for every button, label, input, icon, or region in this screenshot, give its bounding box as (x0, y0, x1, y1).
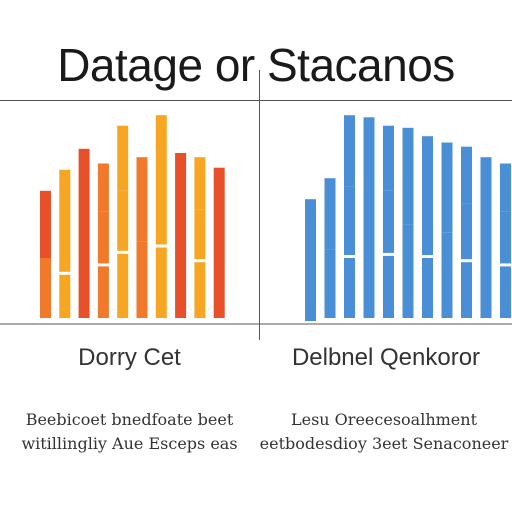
chart-1-bar-5-segment-1 (402, 127, 414, 225)
chart-1-bar-9 (480, 157, 492, 318)
chart-0-bar-9 (213, 167, 225, 318)
chart-0-bar-6-segment-1 (155, 184, 167, 245)
horizontal-divider (0, 100, 512, 101)
chart-1-bar-1 (324, 178, 336, 318)
chart-0-bar-2-segment-1 (78, 148, 90, 237)
chart-left-caption-line-1: Beebicoet bnedfoate beet (25, 410, 234, 429)
chart-1-bar-7-segment-1 (441, 142, 453, 233)
chart-0-bar-8 (194, 157, 206, 318)
chart-0-bar-3 (97, 163, 109, 318)
chart-0-bar-3-segment-0 (97, 266, 109, 318)
chart-0-bar-1-segment-0 (59, 274, 71, 318)
chart-1-bar-2-segment-1 (344, 186, 355, 255)
chart-1-bar-9-segment-0 (480, 237, 492, 318)
chart-left-panel (0, 100, 259, 328)
chart-left-caption-line-2: witillingliy Aue Esceps eas (21, 434, 238, 453)
chart-0-bar-0-segment-0 (40, 258, 51, 318)
chart-1-bar-6-segment-2 (422, 136, 433, 195)
chart-right (260, 115, 512, 325)
chart-1-bar-8-segment-2 (461, 146, 472, 204)
vertical-divider (259, 70, 260, 340)
chart-right-caption-line-1: Lesu Oreecesoalhment (290, 410, 477, 429)
chart-1-bar-1-segment-0 (324, 249, 336, 318)
chart-1-bar-10 (500, 163, 511, 318)
chart-1-bar-8 (461, 146, 472, 318)
chart-1-bar-0-segment-0 (305, 199, 316, 321)
chart-1-bar-10-segment-2 (500, 163, 511, 212)
chart-0-bar-0-segment-1 (40, 190, 51, 258)
chart-0-bar-8-segment-2 (194, 157, 206, 210)
chart-1-bar-3-segment-0 (363, 226, 375, 318)
chart-left (0, 115, 259, 325)
chart-left-title: Dorry Cet (78, 344, 181, 371)
chart-0-bar-3-segment-1 (97, 211, 109, 264)
chart-1-bar-4 (383, 125, 394, 318)
chart-1-bar-2-segment-2 (344, 115, 355, 187)
chart-1-bar-2-segment-0 (344, 258, 355, 318)
chart-0-bar-6 (155, 115, 167, 318)
chart-1-bar-8-segment-0 (461, 262, 472, 318)
chart-0-bar-4-segment-2 (117, 125, 129, 191)
chart-0-bar-0 (40, 190, 51, 318)
chart-1-bar-8-segment-1 (461, 203, 472, 260)
chart-0-bar-9-segment-1 (213, 167, 225, 258)
chart-0-bar-8-segment-1 (194, 209, 206, 260)
chart-0-bar-5-segment-1 (136, 157, 148, 242)
chart-1-bar-3-segment-1 (363, 117, 375, 227)
chart-1-bar-4-segment-1 (383, 190, 394, 253)
chart-0-bar-8-segment-0 (194, 262, 206, 318)
chart-1-bar-7-segment-0 (441, 232, 453, 318)
chart-1-bar-6-segment-1 (422, 195, 433, 255)
chart-right-caption-line-2: eetbodesdioy 3eet Senaconeer (259, 434, 509, 453)
chart-1-bar-5-segment-0 (402, 224, 414, 318)
chart-0-bar-4-segment-1 (117, 190, 129, 251)
chart-1-bar-6 (422, 136, 433, 318)
chart-1-bar-2 (344, 115, 355, 318)
chart-1-bar-4-segment-2 (383, 125, 394, 191)
chart-0-bar-7-segment-0 (175, 237, 187, 318)
chart-1-bar-10-segment-1 (500, 211, 511, 264)
chart-0-bar-6-segment-0 (155, 247, 167, 318)
chart-0-bar-5-segment-0 (136, 241, 148, 318)
chart-1-bar-1-segment-1 (324, 178, 336, 250)
chart-0-bar-1 (59, 169, 71, 318)
chart-0-bar-4 (117, 125, 129, 318)
chart-0-bar-2 (78, 148, 90, 318)
chart-0-bar-3-segment-2 (97, 163, 109, 212)
chart-0-bar-1-segment-1 (59, 216, 71, 272)
chart-0-bar-9-segment-0 (213, 258, 225, 318)
chart-1-bar-3 (363, 117, 375, 318)
chart-1-bar-5 (402, 127, 414, 318)
chart-1-bar-4-segment-0 (383, 255, 394, 318)
chart-1-bar-10-segment-0 (500, 266, 511, 318)
chart-0-bar-1-segment-2 (59, 169, 71, 216)
chart-1-bar-6-segment-0 (422, 258, 433, 318)
chart-1-bar-0 (305, 199, 316, 321)
chart-right-title: Delbnel Qenkoror (291, 344, 481, 371)
chart-0-bar-7-segment-1 (175, 153, 187, 237)
chart-1-bar-9-segment-1 (480, 157, 492, 237)
chart-right-panel (260, 100, 512, 328)
chart-0-bar-5 (136, 157, 148, 318)
chart-1-bar-7 (441, 142, 453, 318)
chart-0-bar-7 (175, 153, 187, 318)
chart-0-bar-2-segment-0 (78, 237, 90, 318)
page-title: Datage or Stacanos (57, 39, 455, 91)
chart-0-bar-4-segment-0 (117, 253, 129, 318)
chart-0-bar-6-segment-2 (155, 115, 167, 185)
